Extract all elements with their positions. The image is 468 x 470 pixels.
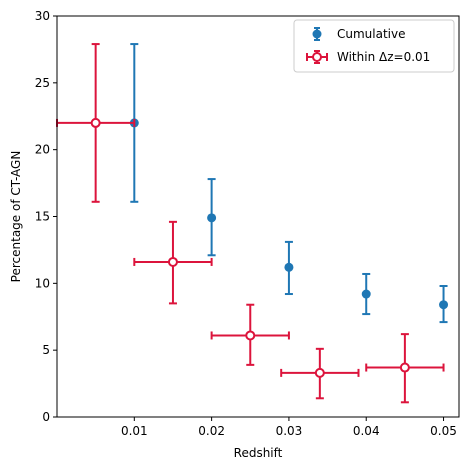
data-point [439,300,449,310]
y-tick-label: 25 [35,76,50,90]
x-tick-label: 0.02 [198,424,225,438]
data-point [361,289,371,299]
y-tick-label: 20 [35,143,50,157]
data-point [284,262,294,272]
x-tick-label: 0.01 [121,424,148,438]
plot-area [56,43,449,404]
legend-box [293,19,455,73]
series-0 [129,43,449,324]
data-point [207,213,217,223]
x-tick-label: 0.04 [353,424,380,438]
data-point [399,362,410,373]
legend-marker-cumulative [312,27,322,41]
legend-label-cumulative: Cumulative [337,27,406,41]
x-axis-label: Redshift [234,446,283,460]
y-axis-label: Percentage of CT-AGN [9,151,23,283]
axes-frame [56,15,460,418]
legend-label-within-dz: Within Δz=0.01 [337,50,430,64]
y-tick-label: 5 [42,343,50,357]
legend-marker-dot [312,52,322,62]
y-tick-label: 15 [35,210,50,224]
data-point [90,117,101,128]
legend-marker-dot [312,29,322,39]
data-point [167,256,178,267]
x-tick-label: 0.05 [430,424,457,438]
y-tick-label: 30 [35,9,50,23]
legend: Cumulative Within Δz=0.01 [293,19,455,73]
series-1 [56,43,445,404]
y-tick-label: 0 [42,410,50,424]
x-tick-label: 0.03 [276,424,303,438]
data-point [245,330,256,341]
ticks: 0.01 0.02 0.03 0.04 0.05 0 5 10 15 20 25 30 [35,9,457,438]
y-tick-label: 10 [35,276,50,290]
data-point [314,367,325,378]
legend-marker-within-dz [306,50,328,64]
